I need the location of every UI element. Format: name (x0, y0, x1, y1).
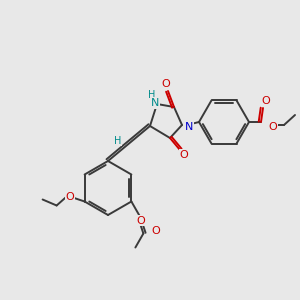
Text: N: N (151, 98, 159, 108)
Text: H: H (114, 136, 122, 146)
Text: H: H (148, 90, 156, 100)
Text: O: O (162, 79, 170, 89)
Text: O: O (180, 150, 188, 160)
Text: O: O (151, 226, 160, 236)
Text: O: O (65, 191, 74, 202)
Text: O: O (268, 122, 278, 132)
Text: N: N (185, 122, 193, 132)
Text: O: O (136, 215, 145, 226)
Text: O: O (262, 96, 270, 106)
